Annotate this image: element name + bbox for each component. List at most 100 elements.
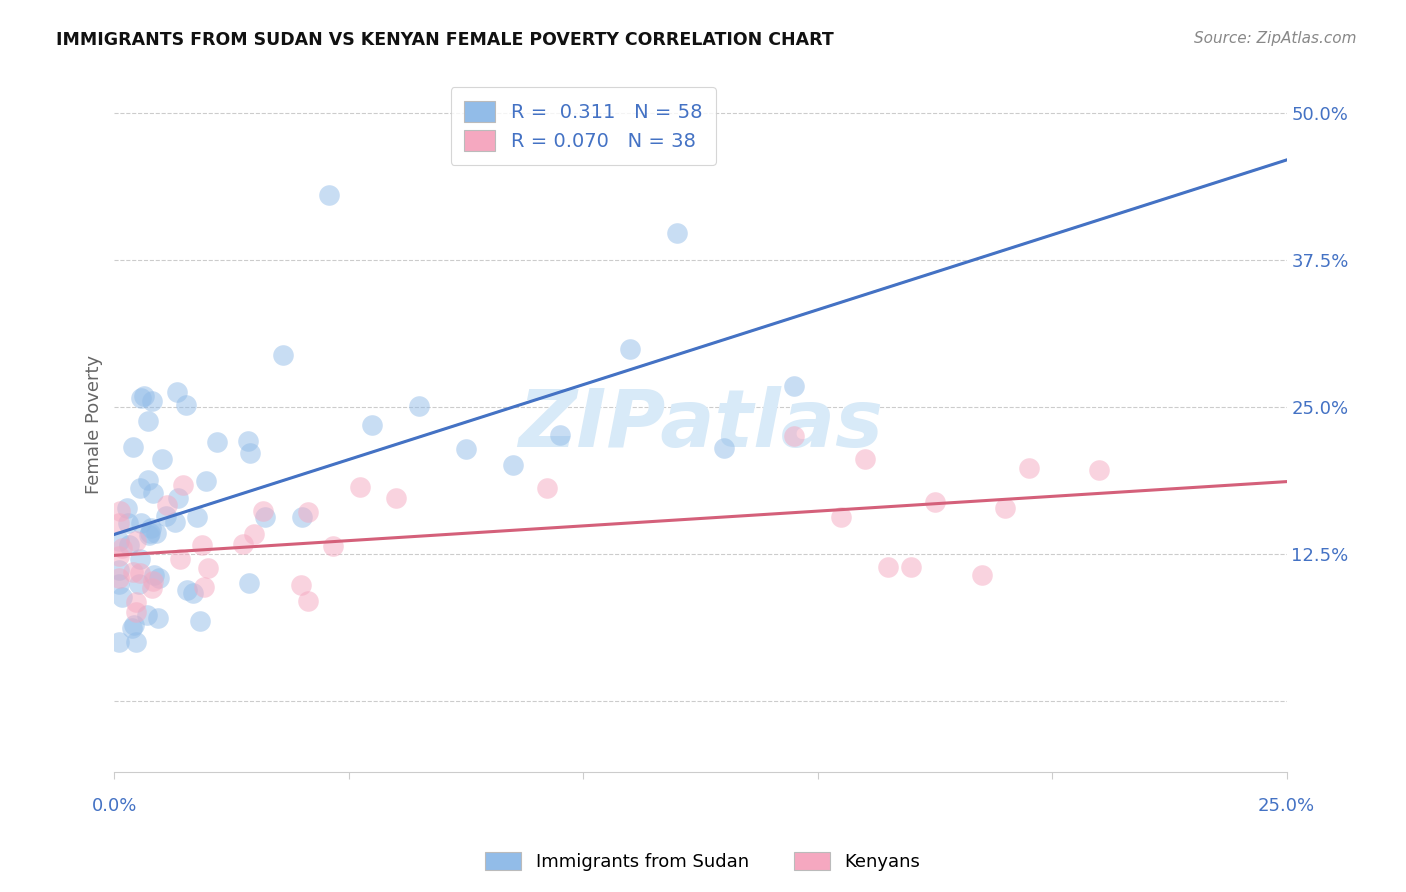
Point: [156, 498, 179, 512]
Point: [297, 505, 319, 519]
Y-axis label: Female Poverty: Female Poverty: [86, 355, 103, 494]
Point: [666, 226, 689, 240]
Point: [271, 348, 294, 362]
Text: ZIPatlas: ZIPatlas: [517, 385, 883, 464]
Point: [146, 611, 169, 625]
Point: [117, 500, 139, 515]
Point: [124, 595, 146, 609]
Point: [129, 551, 152, 566]
Point: [548, 428, 571, 442]
Point: [134, 389, 156, 403]
Point: [174, 398, 197, 412]
Point: [145, 526, 167, 541]
Point: [125, 534, 148, 549]
Text: 0.0%: 0.0%: [91, 797, 138, 814]
Point: [163, 515, 186, 529]
Point: [783, 379, 806, 393]
Point: [142, 574, 165, 588]
Point: [502, 458, 524, 472]
Point: [193, 580, 215, 594]
Point: [318, 188, 340, 202]
Point: [108, 534, 131, 549]
Point: [117, 516, 139, 530]
Text: 25.0%: 25.0%: [1258, 797, 1315, 814]
Point: [129, 566, 152, 580]
Point: [142, 485, 165, 500]
Point: [190, 538, 212, 552]
Point: [253, 509, 276, 524]
Point: [197, 561, 219, 575]
Text: Source: ZipAtlas.com: Source: ZipAtlas.com: [1194, 31, 1357, 46]
Point: [361, 417, 384, 432]
Point: [118, 538, 141, 552]
Point: [924, 494, 946, 508]
Point: [111, 591, 134, 605]
Point: [243, 527, 266, 541]
Point: [135, 607, 157, 622]
Point: [877, 559, 900, 574]
Point: [108, 577, 131, 591]
Point: [138, 473, 160, 487]
Point: [172, 478, 194, 492]
Point: [186, 509, 208, 524]
Point: [290, 578, 312, 592]
Point: [108, 571, 131, 585]
Point: [195, 474, 218, 488]
Point: [853, 452, 876, 467]
Point: [129, 481, 152, 495]
Point: [108, 549, 131, 563]
Point: [232, 537, 254, 551]
Point: [129, 392, 152, 406]
Point: [900, 560, 922, 574]
Point: [166, 384, 188, 399]
Point: [384, 491, 406, 506]
Point: [131, 516, 153, 531]
Point: [970, 567, 993, 582]
Point: [148, 571, 170, 585]
Point: [536, 481, 558, 495]
Point: [205, 434, 228, 449]
Point: [121, 440, 143, 454]
Point: [139, 526, 162, 541]
Point: [783, 429, 806, 443]
Text: IMMIGRANTS FROM SUDAN VS KENYAN FEMALE POVERTY CORRELATION CHART: IMMIGRANTS FROM SUDAN VS KENYAN FEMALE P…: [56, 31, 834, 49]
Point: [124, 635, 146, 649]
Point: [108, 504, 131, 518]
Point: [297, 594, 319, 608]
Point: [1088, 463, 1111, 477]
Point: [322, 539, 344, 553]
Point: [108, 563, 131, 577]
Point: [138, 527, 160, 541]
Point: [1018, 461, 1040, 475]
Point: [125, 605, 148, 619]
Point: [136, 414, 159, 428]
Point: [108, 635, 131, 649]
Point: [108, 516, 131, 530]
Point: [238, 575, 260, 590]
Point: [252, 504, 274, 518]
Point: [167, 491, 190, 505]
Point: [236, 434, 259, 448]
Point: [122, 617, 145, 632]
Point: [239, 446, 262, 460]
Point: [408, 399, 430, 413]
Point: [454, 442, 477, 456]
Point: [121, 621, 143, 635]
Point: [122, 566, 145, 580]
Point: [176, 582, 198, 597]
Point: [128, 577, 150, 591]
Point: [150, 452, 173, 467]
Legend: Immigrants from Sudan, Kenyans: Immigrants from Sudan, Kenyans: [478, 845, 928, 879]
Legend: R =  0.311   N = 58, R = 0.070   N = 38: R = 0.311 N = 58, R = 0.070 N = 38: [450, 87, 716, 164]
Point: [155, 508, 177, 523]
Point: [619, 342, 641, 356]
Point: [713, 441, 735, 455]
Point: [181, 586, 204, 600]
Point: [142, 568, 165, 582]
Point: [291, 510, 314, 524]
Point: [188, 614, 211, 628]
Point: [111, 541, 134, 556]
Point: [139, 520, 162, 534]
Point: [830, 509, 852, 524]
Point: [994, 501, 1017, 516]
